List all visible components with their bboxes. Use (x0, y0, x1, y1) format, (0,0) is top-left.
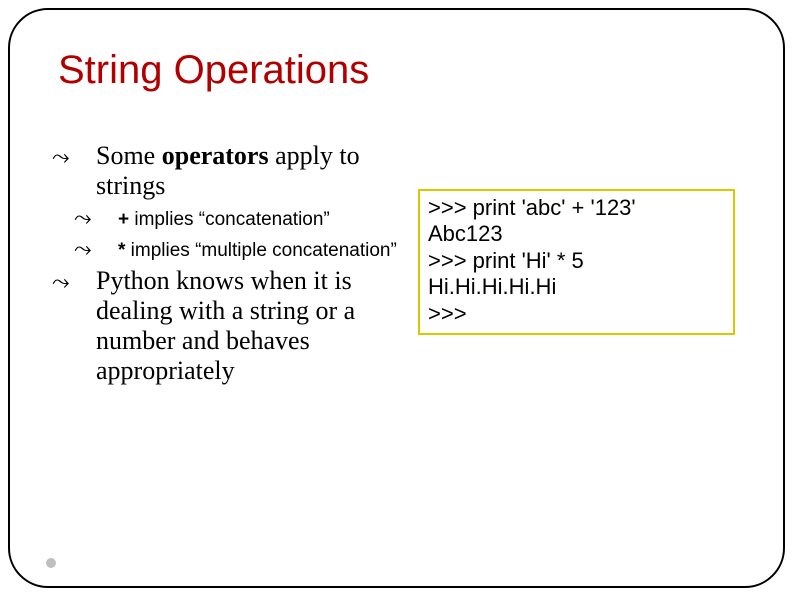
footer-dot-icon (46, 558, 56, 568)
code-line-5: >>> (428, 301, 467, 326)
bullet-glyph-icon: ⤳ (96, 205, 118, 231)
code-line-2: Abc123 (428, 221, 503, 246)
bullet-python-knows: ⤳Python knows when it is dealing with a … (58, 266, 398, 386)
left-column: ⤳Some operators apply to strings ⤳+ impl… (58, 141, 398, 388)
concat-rest: implies “concatenation” (129, 209, 330, 230)
code-line-3: >>> print 'Hi' * 5 (428, 248, 584, 273)
right-column: >>> print 'abc' + '123' Abc123 >>> print… (418, 141, 735, 388)
bullet-glyph-icon: ⤳ (74, 144, 96, 169)
code-line-1: >>> print 'abc' + '123' (428, 195, 636, 220)
bullet-glyph-icon: ⤳ (96, 236, 118, 262)
plus-bold: + (118, 209, 129, 230)
text-bold: operators (162, 141, 269, 170)
slide-title: String Operations (58, 48, 735, 93)
code-line-4: Hi.Hi.Hi.Hi.Hi (428, 274, 556, 299)
bullet-operators: ⤳Some operators apply to strings (58, 141, 398, 201)
content-row: ⤳Some operators apply to strings ⤳+ impl… (58, 141, 735, 388)
text-pre: Some (96, 141, 162, 170)
python-knows-text: Python knows when it is dealing with a s… (96, 266, 355, 385)
code-example-box: >>> print 'abc' + '123' Abc123 >>> print… (418, 189, 735, 335)
bullet-multconcat: ⤳* implies “multiple concatenation” (58, 236, 398, 263)
bullet-concat: ⤳+ implies “concatenation” (58, 205, 398, 232)
bullet-glyph-icon: ⤳ (74, 269, 96, 294)
slide-frame: String Operations ⤳Some operators apply … (8, 8, 785, 588)
multconcat-rest: implies “multiple concatenation” (125, 240, 396, 261)
